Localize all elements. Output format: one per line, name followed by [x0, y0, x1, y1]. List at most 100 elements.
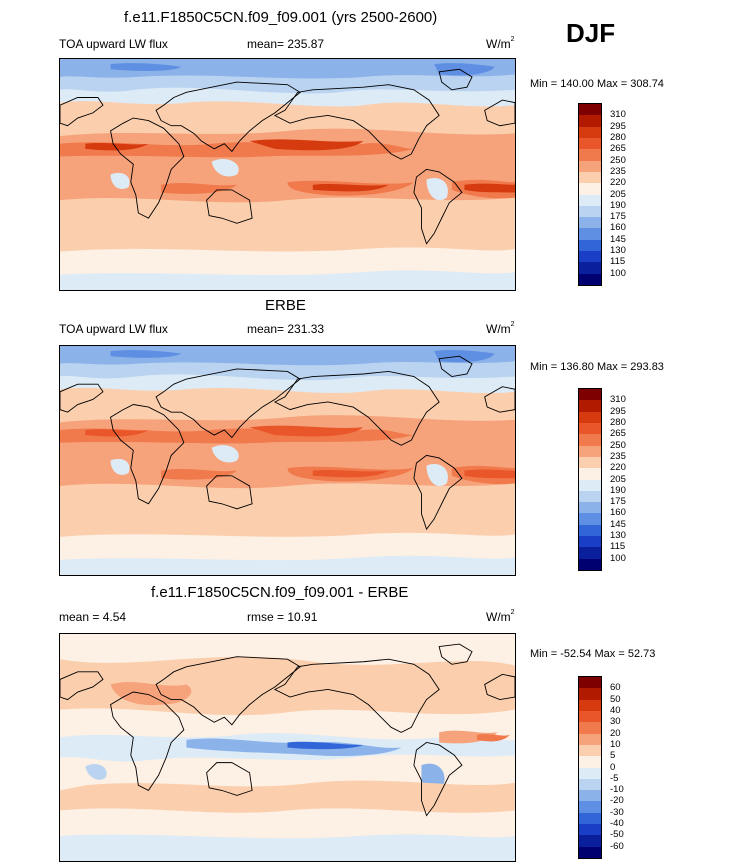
colorbar-tick-label: -30 [610, 806, 624, 818]
colorbar-cell [579, 205, 601, 218]
colorbar-cell [579, 160, 601, 172]
colorbar-tick-label: -50 [610, 829, 624, 841]
contour-band [477, 734, 510, 742]
colorbar-cell [579, 812, 601, 825]
colorbar-tick-label: 220 [610, 177, 626, 189]
colorbar-cell [579, 479, 601, 491]
colorbar-tick-label: -60 [610, 840, 624, 852]
coastline [485, 100, 515, 126]
colorbar-cell [579, 389, 601, 401]
contour-band [60, 834, 515, 861]
colorbar-tick-label: 220 [610, 462, 626, 474]
colorbar-cell [579, 149, 601, 161]
contour-band [60, 59, 515, 79]
panel-3-units: W/m2 [486, 609, 515, 624]
panel-2-units: W/m2 [486, 321, 515, 336]
colorbar-cell [579, 171, 601, 184]
colorbar-cell [579, 767, 601, 779]
coastline [111, 405, 184, 504]
colorbar-cell [579, 183, 601, 195]
colorbar-cell [579, 262, 601, 274]
contour-band [60, 346, 515, 366]
coastline [60, 672, 103, 700]
colorbar-tick-label: 190 [610, 199, 626, 211]
panel-3-colorbar [578, 676, 602, 859]
coastline [275, 659, 439, 732]
colorbar-tick-label: 235 [610, 165, 626, 177]
colorbar-tick-label: -40 [610, 818, 624, 830]
colorbar-tick-label: 295 [610, 405, 626, 417]
colorbar-cell [579, 756, 601, 768]
colorbar-tick-label: 115 [610, 541, 626, 553]
colorbar-cell [579, 228, 601, 240]
colorbar-cell [579, 547, 601, 559]
coastline [414, 742, 462, 815]
colorbar-tick-label: 5 [610, 750, 616, 762]
coastline [275, 85, 439, 159]
coastline [414, 455, 462, 529]
colorbar-cell [579, 104, 601, 116]
panel-1-mean-label: mean= 235.87 [247, 37, 325, 51]
colorbar-cell [579, 422, 601, 435]
colorbar-tick-label: 145 [610, 518, 626, 530]
panel-3-map [59, 633, 516, 862]
coastline [156, 82, 300, 151]
colorbar-cell [579, 434, 601, 446]
panel-2-map-field [60, 346, 515, 575]
colorbar-tick-label: 115 [610, 256, 626, 268]
coastline [60, 98, 103, 126]
coastline [414, 169, 462, 243]
coastline [207, 190, 253, 223]
colorbar-cell [579, 778, 601, 791]
colorbar-tick-label: 0 [610, 761, 616, 773]
colorbar-tick-label: 250 [610, 154, 626, 166]
colorbar-tick-label: 100 [610, 552, 626, 564]
contour-band [60, 555, 515, 575]
contour-band [85, 425, 364, 437]
coastline [275, 371, 439, 445]
colorbar-tick-label: 235 [610, 450, 626, 462]
colorbar-tick-label: 205 [610, 473, 626, 485]
panel-2-map [59, 345, 516, 576]
contour-band [85, 764, 107, 780]
colorbar-tick-label: 130 [610, 245, 626, 257]
panel-2-variable-label: TOA upward LW flux [59, 322, 168, 336]
colorbar-cell [579, 733, 601, 745]
colorbar-cell [579, 558, 601, 570]
colorbar-cell [579, 137, 601, 150]
contour-band [60, 270, 515, 290]
colorbar-cell [579, 456, 601, 469]
panel-3-mean-label: mean = 4.54 [59, 610, 127, 624]
colorbar-cell [579, 239, 601, 252]
colorbar-tick-label: 190 [610, 484, 626, 496]
colorbar-tick-label: 145 [610, 233, 626, 245]
panel-1-minmax: Min = 140.00 Max = 308.74 [530, 78, 664, 90]
colorbar-cell [579, 835, 601, 847]
colorbar-tick-label: 160 [610, 222, 626, 234]
panel-2-colorbar [578, 388, 602, 571]
colorbar-cell [579, 251, 601, 263]
colorbar-tick-label: -20 [610, 795, 624, 807]
colorbar-cell [579, 699, 601, 711]
colorbar-cell [579, 722, 601, 734]
colorbar-cell [579, 217, 601, 229]
colorbar-tick-label: 130 [610, 530, 626, 542]
colorbar-cell [579, 744, 601, 757]
colorbar-tick-label: 310 [610, 109, 626, 121]
contour-band [287, 741, 364, 750]
panel-3-minmax: Min = -52.54 Max = 52.73 [530, 648, 656, 660]
colorbar-cell [579, 801, 601, 813]
contour-band [60, 780, 515, 813]
colorbar-cell [579, 688, 601, 700]
colorbar-tick-label: 280 [610, 416, 626, 428]
colorbar-tick-label: 310 [610, 394, 626, 406]
colorbar-cell [579, 411, 601, 423]
coastline [485, 674, 515, 699]
coastline [439, 356, 472, 376]
panel-1-colorbar [578, 103, 602, 286]
colorbar-cell [579, 490, 601, 503]
coastline [156, 657, 300, 725]
coastline [111, 692, 184, 790]
panel-3-rmse-label: rmse = 10.91 [247, 610, 318, 624]
colorbar-cell [579, 468, 601, 480]
